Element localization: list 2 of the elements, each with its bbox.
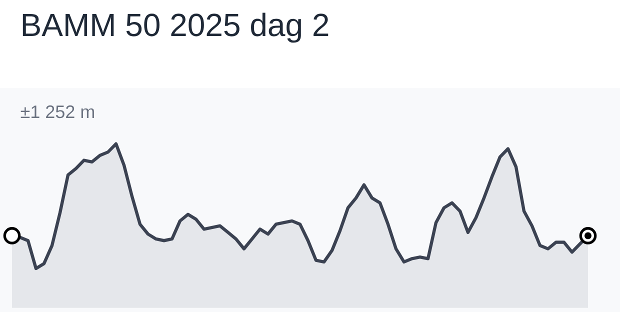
text: ±1 252 m <box>20 105 94 118</box>
chart-title: BAMM 50 2025 dag 2 <box>22 12 328 43</box>
